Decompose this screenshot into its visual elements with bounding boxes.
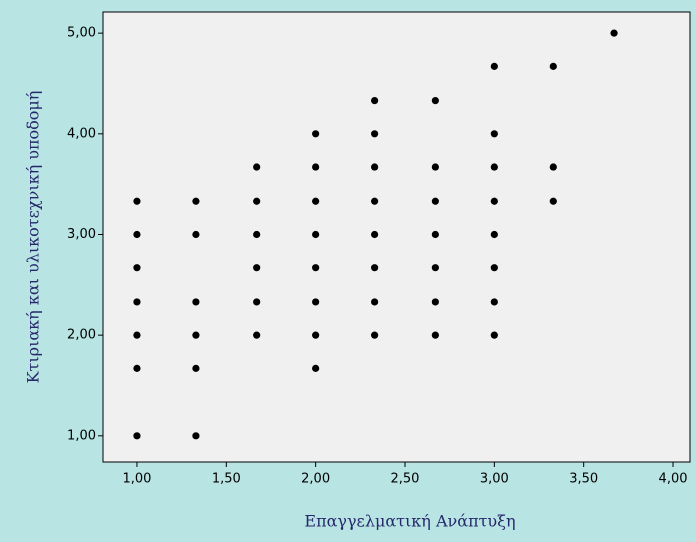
point (431, 331, 439, 339)
x-tick-label: 2,00 (301, 472, 330, 487)
point (490, 163, 498, 171)
point (371, 96, 379, 105)
y-tick-label: 5,00 (67, 26, 96, 41)
x-tick-label: 4,00 (659, 472, 688, 487)
y-tick-label: 1,00 (67, 428, 96, 443)
point (253, 230, 261, 239)
point (431, 197, 439, 205)
point (133, 432, 141, 440)
point (133, 230, 141, 239)
point (133, 331, 141, 339)
x-tick-label: 1,00 (122, 472, 151, 487)
point (490, 230, 498, 239)
point (133, 298, 141, 306)
point (549, 62, 557, 70)
point (253, 264, 261, 272)
point (371, 298, 379, 306)
y-axis-title: Κτιριακή και υλικοτεχνική υποδομή (24, 91, 43, 384)
point (549, 163, 557, 171)
point (312, 163, 320, 171)
point (490, 62, 498, 70)
point (253, 331, 261, 339)
point (253, 197, 261, 205)
point (312, 298, 320, 306)
point (490, 197, 498, 205)
x-tick-label: 3,00 (480, 472, 509, 487)
point (312, 331, 320, 339)
point (490, 331, 498, 339)
point (253, 298, 261, 306)
point (610, 29, 618, 37)
plot-area (102, 11, 691, 463)
point (312, 197, 320, 205)
point (312, 264, 320, 272)
point (133, 264, 141, 272)
point (371, 331, 379, 339)
point (431, 230, 439, 239)
point (371, 197, 379, 205)
point (431, 298, 439, 306)
point (192, 197, 200, 205)
point (431, 264, 439, 272)
point (431, 163, 439, 171)
point (549, 197, 557, 205)
y-tick-label: 3,00 (67, 227, 96, 242)
point (312, 230, 320, 239)
point (371, 264, 379, 272)
point (371, 230, 379, 239)
point (312, 364, 320, 372)
point (490, 264, 498, 272)
x-tick-label: 2,50 (391, 472, 420, 487)
point (192, 364, 200, 372)
point (192, 432, 200, 440)
point (133, 197, 141, 205)
point (253, 163, 261, 171)
x-axis-title: Επαγγελματική Ανάπτυξη (304, 512, 515, 531)
point (490, 130, 498, 138)
point (371, 130, 379, 138)
point (371, 163, 379, 171)
y-tick-label: 4,00 (67, 126, 96, 141)
point (192, 298, 200, 306)
point (312, 130, 320, 138)
point (133, 364, 141, 372)
point (192, 230, 200, 239)
y-tick-label: 2,00 (67, 328, 96, 343)
point (431, 96, 439, 105)
point (490, 298, 498, 306)
point (192, 331, 200, 339)
x-tick-label: 3,50 (569, 472, 598, 487)
x-tick-label: 1,50 (212, 472, 241, 487)
